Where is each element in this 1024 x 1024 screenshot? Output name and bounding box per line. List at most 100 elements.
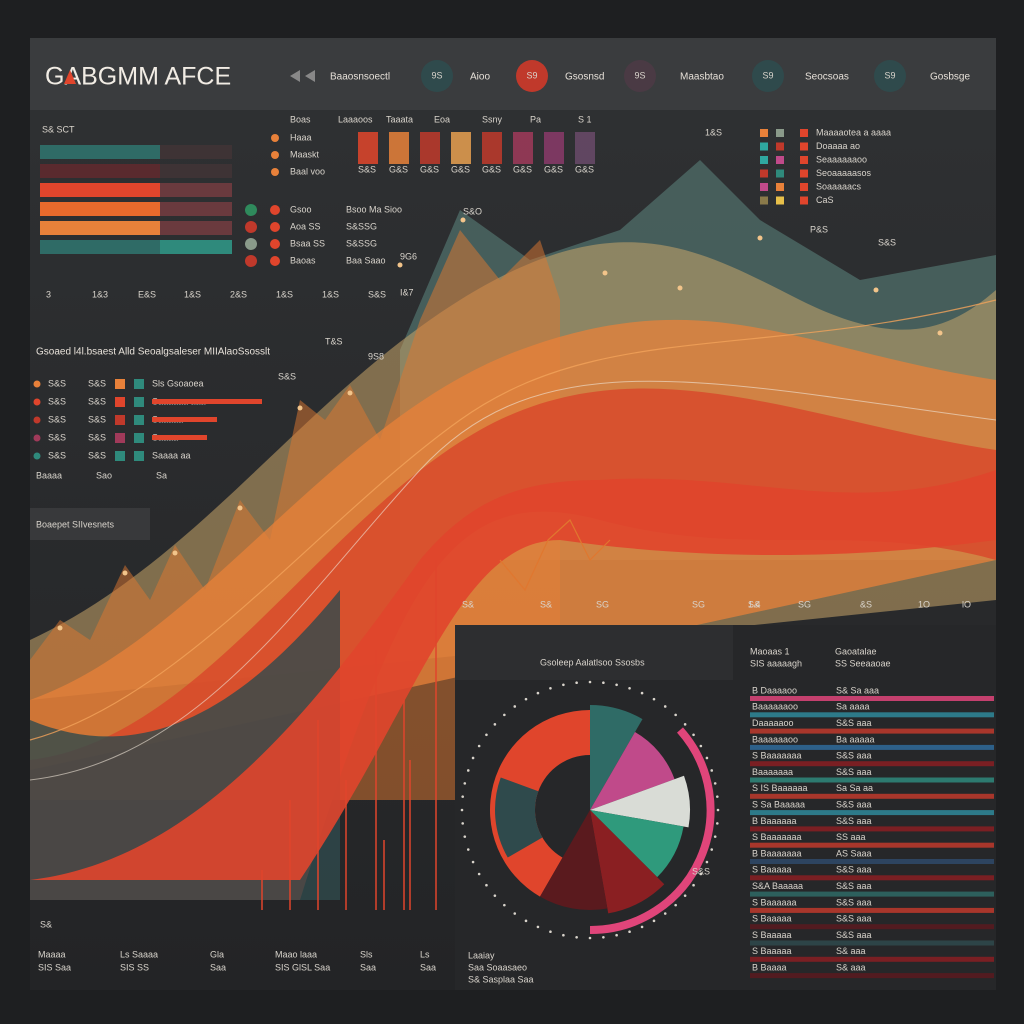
row-bar [152, 435, 207, 440]
table-bar [750, 940, 994, 946]
list-bar [160, 202, 232, 216]
legend-swatch [760, 169, 768, 178]
panel-title: S& SCT [42, 124, 75, 134]
peak-dot [677, 285, 683, 291]
nav-item: Gosbsge [930, 72, 970, 83]
pie-tick [715, 795, 719, 798]
legend-item: Doaaaa ao [816, 141, 860, 151]
legend-swatch [800, 142, 808, 151]
table-bar [750, 924, 994, 930]
list-bar [160, 145, 232, 159]
table-cell: S&S aaa [836, 816, 872, 826]
table-bar [750, 793, 994, 799]
peak-dot [602, 270, 608, 276]
x-tick-label: S& [40, 919, 52, 929]
legend-item: Baal voo [290, 166, 325, 176]
peak-label: P&S [810, 224, 828, 234]
legend-swatch [800, 183, 808, 191]
row-dot [33, 416, 41, 424]
pie-badge: S&S [692, 866, 710, 876]
mini-label: S 1 [578, 114, 592, 124]
nav-icon [752, 60, 784, 92]
table-cell: S Sa Baaaaa [752, 799, 805, 809]
pie-tick [602, 681, 605, 685]
dot [270, 205, 280, 215]
pie-tick [549, 930, 552, 934]
pie-col1: Maoaas 1 [750, 646, 790, 656]
table-bar [750, 891, 994, 897]
pie-tick [575, 681, 578, 685]
pie-ring [589, 727, 715, 935]
list-bar [40, 221, 160, 235]
table-cell: S& aaa [836, 962, 866, 972]
pie-legend: S& Sasplaa Saa [468, 974, 534, 984]
peak-label: S&S [878, 237, 896, 247]
table-cell: S&S aaa [836, 718, 872, 728]
nav-icon-label: S9 [884, 70, 895, 80]
pie-tick [674, 903, 677, 907]
pie-tick [663, 705, 667, 708]
mini-axis: G&S [389, 164, 408, 174]
pie-slice [590, 810, 665, 914]
pie-tick [477, 744, 481, 748]
mini-bar [544, 132, 564, 164]
mini-label: Pa [530, 114, 541, 124]
pie-title: Gsoleep Aalatlsoo Ssosbs [540, 657, 645, 667]
table-cell: S&S aaa [836, 930, 872, 940]
table-bar [750, 826, 994, 832]
nav-icon-label: 9S [634, 70, 645, 80]
peak-label: 1&S [705, 127, 722, 137]
peak-label: S&O [463, 206, 482, 216]
pie-tick [461, 795, 465, 798]
pie-tick [524, 919, 528, 923]
pie-col2: Gaoatalae [835, 646, 877, 656]
pie-tick [640, 691, 644, 695]
row-swatch [115, 451, 125, 461]
list-bar [160, 164, 232, 178]
pie-slice [590, 705, 643, 810]
pie-tick [628, 686, 631, 690]
vertical-lines [261, 560, 437, 910]
bottom-label: Gla [210, 949, 224, 959]
bottom-value: Saa [360, 962, 376, 972]
pie-tick [524, 697, 528, 701]
pie-tick [562, 683, 565, 687]
row-b: S&S [88, 378, 106, 388]
mini-bar [482, 132, 502, 164]
list-bar [40, 202, 160, 216]
row-dot [33, 398, 41, 406]
pie-tick [460, 808, 464, 812]
pie-tick [710, 848, 714, 851]
pie-slice [590, 810, 684, 878]
pie-tick [536, 691, 540, 695]
pie-slice [590, 732, 675, 810]
dot-value: Bsoo Ma Sioo [346, 204, 402, 214]
peak-dot [347, 390, 353, 396]
row-b: S&S [88, 396, 106, 406]
table-bar [750, 728, 994, 734]
list-bar [40, 240, 160, 254]
table-bar [750, 712, 994, 718]
peak-label: 9G6 [400, 251, 417, 261]
pie-tick [461, 822, 465, 825]
axis-label: 1&S [276, 289, 293, 299]
row-a: S&S [48, 414, 66, 424]
mini-axis: G&S [513, 164, 532, 174]
table-bar [750, 973, 994, 979]
row-a: S&S [48, 396, 66, 406]
list-bar [160, 221, 232, 235]
bottom-label: Maaaa [38, 949, 66, 959]
pie-tick [493, 723, 497, 726]
pie-tick [615, 683, 618, 687]
pie-tick [699, 872, 703, 876]
pie-tick [466, 769, 470, 772]
dot-value: S&SSG [346, 221, 377, 231]
legend-swatch [760, 183, 768, 191]
row-c: Sls Gsoaoea [152, 378, 204, 388]
panel-label-box [30, 508, 150, 540]
pie-tick [699, 744, 703, 748]
dot [245, 204, 257, 216]
pie-tick [692, 883, 695, 887]
pie-tick [683, 723, 687, 726]
